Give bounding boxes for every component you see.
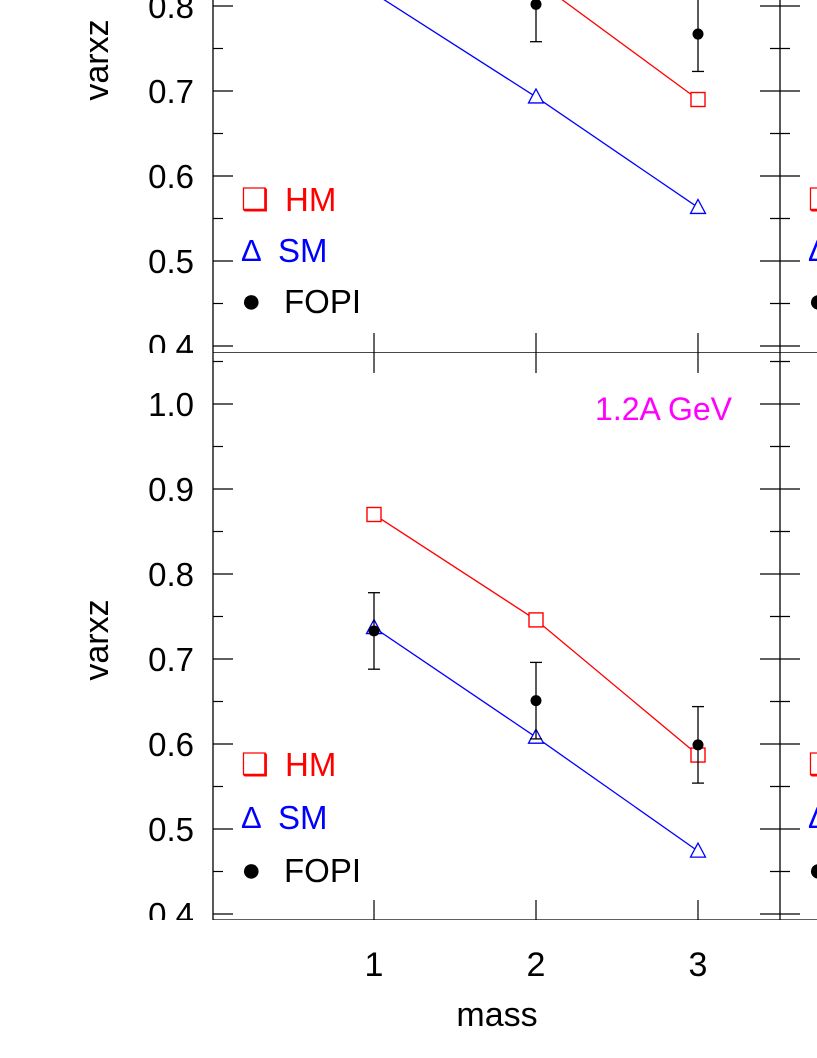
y-tick-label: 0.9	[148, 471, 194, 508]
marker-fopi	[530, 695, 542, 707]
y-tick-label: 0.5	[148, 811, 194, 848]
chart-panels: 0.4 0.5 0.6 0.7 0.8 ❑ HM ❑ Δ SM Δ ● FOPI ● varxz 0.4 0.5…	[78, 0, 817, 1034]
x-tick-label: 3	[689, 946, 708, 984]
x-axis-label: mass	[456, 996, 537, 1034]
legend-label-sm: SM	[278, 232, 328, 269]
legend-label-fopi: FOPI	[284, 283, 361, 320]
y-axis-label: varxz	[78, 19, 116, 100]
y-tick-label: 0.7	[148, 641, 194, 678]
y-tick-label: 0.7	[148, 73, 194, 110]
y-tick-label: 0.8	[148, 556, 194, 593]
legend-symbol-right-hm: ❑	[808, 182, 817, 217]
legend-label-hm: HM	[285, 746, 336, 783]
panel-bottom: 0.4 0.5 0.6 0.7 0.8 0.9 1.0 1.2A GeV ❑ HM ❑ Δ SM Δ ● FO…	[78, 353, 817, 1034]
legend-symbol-right-sm: Δ	[808, 800, 817, 835]
legend-label-sm: SM	[278, 799, 328, 836]
y-tick-label: 1.0	[148, 386, 194, 423]
legend-symbol-hm: ❑	[241, 747, 269, 782]
y-tick-label: 0.6	[148, 726, 194, 763]
marker-sm	[689, 841, 707, 858]
legend-label-hm: HM	[285, 181, 336, 218]
series-line-hm	[561, 0, 699, 101]
x-tick-label: 2	[527, 946, 546, 984]
legend-symbol-fopi: ●	[241, 282, 262, 320]
legend-symbol-fopi: ●	[241, 851, 262, 889]
panel-top: 0.4 0.5 0.6 0.7 0.8 ❑ HM ❑ Δ SM Δ ● FOPI ● varxz	[78, 0, 817, 365]
panel-body: 0.4 0.5 0.6 0.7 0.8 0.9 1.0 1.2A GeV ❑ HM ❑ Δ SM Δ ● FO…	[148, 353, 817, 933]
marker-hm	[528, 612, 544, 628]
y-tick-label: 0.5	[148, 243, 194, 280]
legend-symbol-right-hm: ❑	[808, 747, 817, 782]
marker-sm	[527, 87, 545, 104]
legend-symbol-sm: Δ	[241, 233, 262, 268]
x-tick-label: 1	[365, 946, 384, 984]
marker-fopi	[692, 28, 704, 40]
marker-fopi	[530, 0, 542, 10]
legend-symbol-right-fopi: ●	[808, 282, 817, 320]
marker-hm	[366, 506, 382, 523]
y-tick-label: 0.6	[148, 158, 194, 195]
y-tick-label: 0.4	[148, 328, 194, 365]
y-tick-label: 0.4	[148, 896, 194, 933]
legend-symbol-right-sm: Δ	[808, 233, 817, 268]
marker-sm	[689, 198, 707, 215]
energy-annotation: 1.2A GeV	[595, 391, 733, 427]
marker-fopi	[368, 625, 380, 637]
y-axis-label: varxz	[78, 599, 116, 680]
marker-fopi	[692, 739, 704, 751]
legend-symbol-sm: Δ	[241, 800, 262, 835]
legend-label-fopi: FOPI	[284, 852, 361, 889]
legend-symbol-hm: ❑	[241, 182, 269, 217]
y-tick-label: 0.8	[148, 0, 194, 25]
marker-hm	[690, 91, 706, 108]
panel-body: 0.4 0.5 0.6 0.7 0.8 ❑ HM ❑ Δ SM Δ ● FOPI ●	[148, 0, 817, 365]
legend-symbol-right-fopi: ●	[808, 851, 817, 889]
